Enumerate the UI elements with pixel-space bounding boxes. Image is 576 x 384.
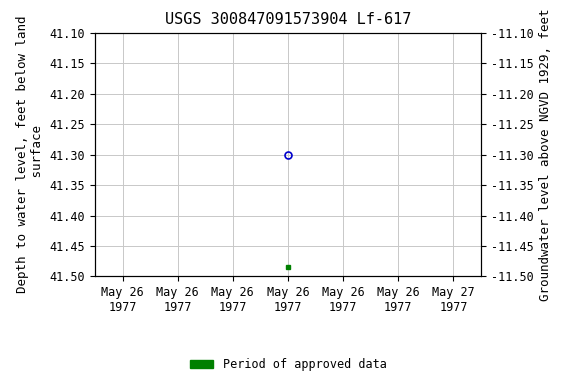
Y-axis label: Depth to water level, feet below land
 surface: Depth to water level, feet below land su…: [16, 16, 44, 293]
Y-axis label: Groundwater level above NGVD 1929, feet: Groundwater level above NGVD 1929, feet: [539, 8, 552, 301]
Legend: Period of approved data: Period of approved data: [185, 354, 391, 376]
Title: USGS 300847091573904 Lf-617: USGS 300847091573904 Lf-617: [165, 12, 411, 27]
